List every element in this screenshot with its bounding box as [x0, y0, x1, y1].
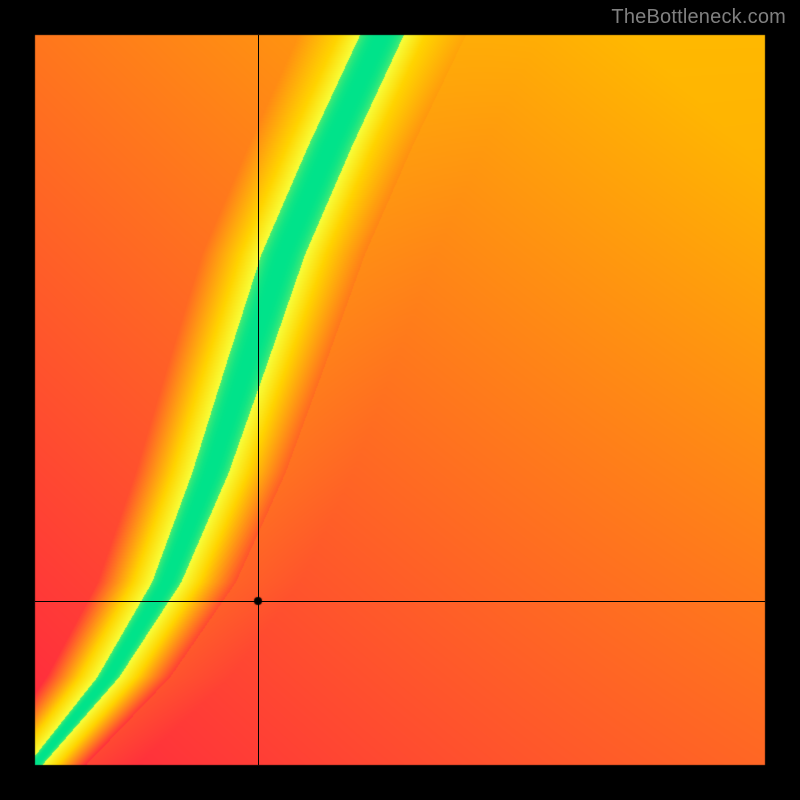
crosshair-horizontal	[35, 601, 765, 602]
crosshair-dot	[253, 596, 263, 606]
crosshair-vertical	[258, 35, 259, 765]
heatmap-canvas	[0, 0, 800, 800]
chart-root: TheBottleneck.com	[0, 0, 800, 800]
watermark-text: TheBottleneck.com	[611, 6, 786, 29]
